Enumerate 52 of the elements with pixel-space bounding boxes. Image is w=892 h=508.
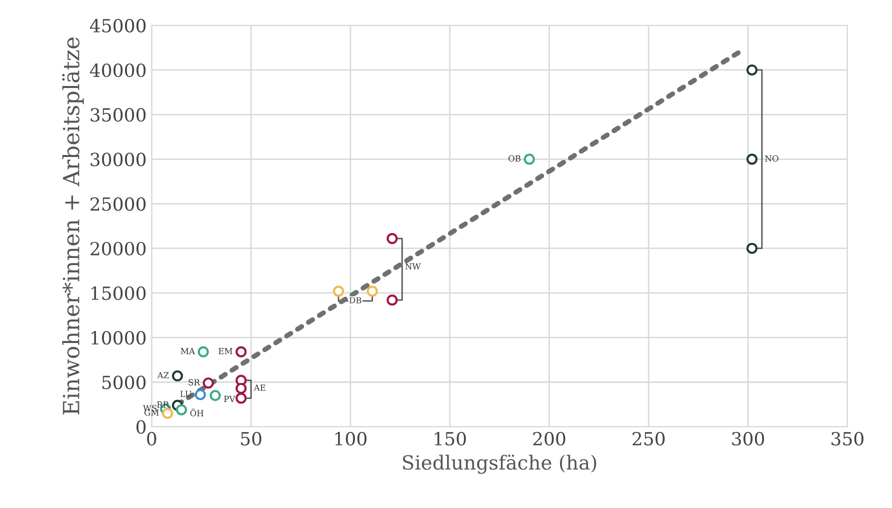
annotation: ÖH bbox=[190, 408, 204, 416]
x-tick-label: 200 bbox=[533, 432, 566, 446]
x-tick-label: 100 bbox=[335, 432, 366, 446]
point bbox=[162, 408, 174, 419]
y-tick-label: 45000 bbox=[90, 18, 146, 33]
point bbox=[210, 390, 221, 402]
point bbox=[746, 242, 758, 254]
point bbox=[524, 154, 535, 165]
annotation: SR bbox=[188, 379, 200, 386]
y-tick-label: 5000 bbox=[102, 376, 146, 390]
point bbox=[746, 154, 758, 165]
x-tick-label: 300 bbox=[732, 432, 764, 446]
point bbox=[198, 346, 209, 358]
y-tick-label: 10000 bbox=[92, 330, 146, 345]
annotation: EM bbox=[218, 348, 232, 354]
point bbox=[194, 389, 206, 400]
x-tick-label: 50 bbox=[241, 432, 262, 446]
y-axis-title: Einwohner*innen + Arbeitsplätze bbox=[62, 37, 84, 415]
point bbox=[236, 392, 247, 404]
point bbox=[366, 286, 378, 297]
annotation: DB bbox=[349, 297, 362, 304]
x-tick-label: 150 bbox=[434, 432, 466, 446]
annotation: AZ bbox=[157, 372, 169, 378]
point bbox=[386, 294, 398, 306]
point bbox=[172, 370, 184, 382]
point bbox=[236, 346, 247, 358]
annotation: MA bbox=[180, 348, 196, 354]
point bbox=[746, 64, 758, 76]
y-tick-label: 40000 bbox=[90, 63, 146, 78]
y-tick-label: 30000 bbox=[90, 152, 146, 166]
annotation: GM bbox=[144, 409, 159, 416]
annotation: LU bbox=[180, 390, 192, 398]
annotation: NW bbox=[405, 263, 421, 270]
x-tick-label: 250 bbox=[632, 432, 665, 446]
point bbox=[202, 377, 214, 389]
point bbox=[332, 286, 344, 297]
x-tick-label: 0 bbox=[147, 432, 156, 446]
y-tick-label: 25000 bbox=[90, 197, 146, 211]
annotation: PV bbox=[224, 396, 236, 402]
point bbox=[386, 233, 398, 244]
annotation: AE bbox=[254, 384, 266, 391]
y-tick-label: 15000 bbox=[92, 286, 146, 300]
point bbox=[236, 382, 247, 394]
x-tick-label: 350 bbox=[832, 432, 864, 446]
y-tick-label: 20000 bbox=[90, 242, 146, 256]
y-tick-label: 0 bbox=[136, 420, 146, 434]
annotation: WS bbox=[142, 405, 157, 412]
y-tick-label: 35000 bbox=[90, 108, 146, 122]
annotation: NO bbox=[765, 155, 778, 162]
annotation: OB bbox=[508, 155, 520, 162]
x-axis-title: Siedlungsfäche (ha) bbox=[402, 454, 596, 474]
point bbox=[176, 404, 188, 416]
